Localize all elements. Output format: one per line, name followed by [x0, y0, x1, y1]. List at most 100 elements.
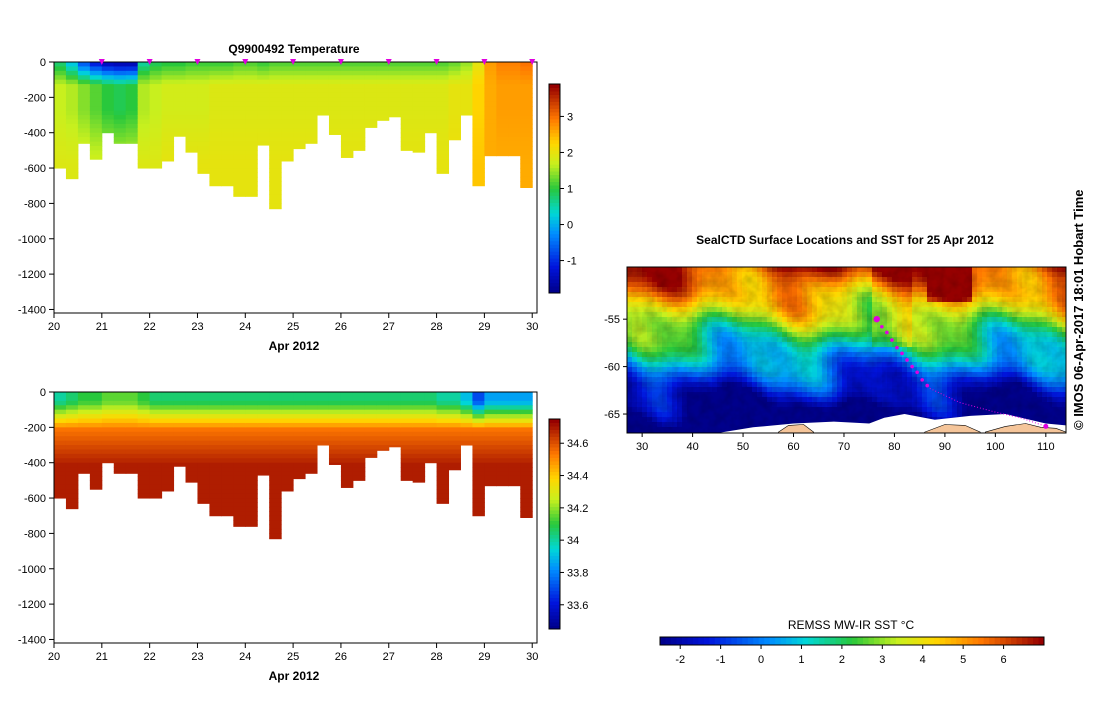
section-cell — [102, 405, 114, 410]
section-cell — [102, 71, 114, 76]
colorbar-swatch — [549, 570, 560, 574]
section-cell — [78, 423, 90, 428]
section-cell — [54, 150, 66, 155]
section-cell — [126, 454, 138, 459]
section-cell — [221, 410, 233, 415]
section-cell — [209, 480, 221, 485]
section-cell — [293, 133, 305, 138]
section-cell — [389, 115, 401, 117]
section-cell — [269, 405, 281, 410]
section-cell — [245, 396, 257, 401]
colorbar-swatch — [549, 454, 560, 458]
section-cell — [257, 396, 269, 401]
section-cell — [329, 427, 341, 432]
section-cell — [138, 445, 150, 450]
section-cell — [102, 392, 114, 397]
section-cell — [54, 436, 66, 441]
section-cell — [401, 458, 413, 463]
section-cell — [293, 458, 305, 463]
section-cell — [174, 458, 186, 463]
section-cell — [150, 489, 162, 494]
section-cell — [197, 111, 209, 116]
section-cell — [245, 458, 257, 463]
section-cell — [138, 115, 150, 120]
section-cell — [78, 97, 90, 102]
section-cell — [472, 480, 484, 485]
section-cell — [496, 427, 508, 432]
section-cell — [365, 119, 377, 124]
section-cell — [150, 419, 162, 424]
section-cell — [66, 414, 78, 419]
section-cell — [186, 458, 198, 463]
colorbar-swatch — [549, 147, 560, 151]
section-cell — [186, 133, 198, 138]
section-cell — [209, 181, 221, 186]
section-cell — [102, 93, 114, 98]
section-cell — [186, 137, 198, 142]
section-cell — [66, 150, 78, 155]
section-cell — [90, 472, 102, 477]
section-cell — [150, 93, 162, 98]
section-cell — [174, 454, 186, 459]
section-cell — [90, 142, 102, 147]
section-cell — [508, 115, 520, 120]
section-cell — [401, 124, 413, 129]
colorbar-swatch — [549, 437, 560, 441]
section-cell — [520, 66, 532, 71]
section-cell — [389, 71, 401, 76]
section-cell — [496, 454, 508, 459]
salinity-cells — [54, 392, 533, 539]
section-cell — [221, 84, 233, 89]
section-cell — [413, 119, 425, 124]
section-cell — [221, 507, 233, 512]
section-cell — [449, 419, 461, 424]
section-cell — [90, 480, 102, 485]
section-cell — [341, 119, 353, 124]
section-cell — [365, 124, 377, 128]
section-cell — [305, 449, 317, 454]
section-cell — [162, 476, 174, 481]
section-cell — [54, 423, 66, 428]
section-cell — [150, 66, 162, 71]
section-cell — [150, 80, 162, 85]
x-tick-label: 27 — [383, 651, 395, 663]
section-cell — [377, 71, 389, 76]
section-cell — [377, 436, 389, 441]
section-cell — [54, 392, 66, 397]
section-cell — [90, 115, 102, 120]
section-cell — [472, 111, 484, 116]
colorbar-swatch — [549, 577, 560, 581]
section-cell — [508, 75, 520, 80]
section-cell — [150, 441, 162, 446]
section-cell — [162, 396, 174, 401]
section-cell — [472, 427, 484, 432]
section-cell — [269, 181, 281, 186]
section-cell — [305, 75, 317, 80]
section-cell — [269, 410, 281, 415]
section-cell — [150, 137, 162, 142]
section-cell — [413, 80, 425, 85]
section-cell — [329, 423, 341, 428]
section-cell — [186, 432, 198, 437]
section-cell — [437, 476, 449, 481]
section-cell — [437, 419, 449, 424]
section-cell — [90, 89, 102, 94]
section-cell — [413, 436, 425, 441]
section-cell — [66, 102, 78, 107]
section-cell — [209, 164, 221, 169]
section-cell — [221, 405, 233, 410]
section-cell — [138, 489, 150, 494]
section-cell — [245, 181, 257, 186]
section-cell — [401, 80, 413, 85]
section-cell — [317, 111, 329, 116]
section-cell — [102, 445, 114, 450]
section-cell — [377, 432, 389, 437]
section-cell — [317, 80, 329, 85]
colorbar-swatch — [549, 451, 560, 455]
section-cell — [90, 436, 102, 441]
section-cell — [269, 396, 281, 401]
section-cell — [221, 401, 233, 406]
section-cell — [437, 480, 449, 485]
section-cell — [472, 155, 484, 160]
colorbar-swatch — [549, 234, 560, 238]
